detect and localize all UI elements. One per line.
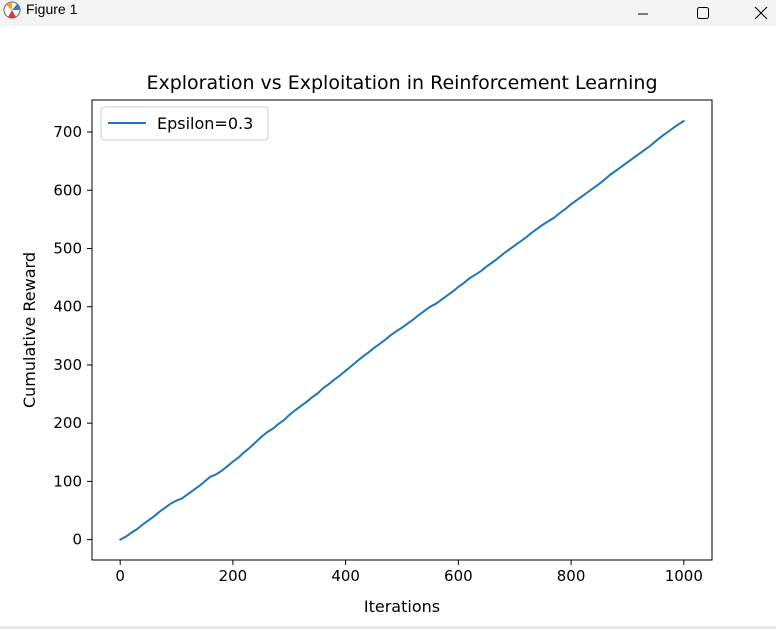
maximize-button[interactable] [680, 0, 726, 26]
y-tick-label: 400 [53, 298, 82, 316]
x-tick-label: 600 [444, 567, 473, 585]
y-tick-label: 300 [53, 356, 82, 374]
line-chart: Exploration vs Exploitation in Reinforce… [20, 72, 713, 616]
y-tick-label: 500 [53, 239, 82, 257]
legend: Epsilon=0.3 [100, 106, 269, 141]
series-layer [119, 120, 685, 541]
x-tick-label: 800 [557, 567, 586, 585]
series-line-0 [119, 120, 685, 541]
legend-label: Epsilon=0.3 [157, 114, 253, 133]
figure-canvas: Exploration vs Exploitation in Reinforce… [0, 26, 776, 626]
window-bottom-border [0, 626, 776, 629]
y-tick-label: 0 [72, 531, 82, 549]
x-tick-label: 1000 [665, 567, 703, 585]
chart-title: Exploration vs Exploitation in Reinforce… [146, 72, 657, 94]
x-tick-label: 0 [115, 567, 125, 585]
minimize-button[interactable] [620, 0, 666, 26]
minimize-icon [638, 13, 648, 15]
y-axis-label: Cumulative Reward [20, 252, 39, 408]
maximize-icon [697, 7, 709, 19]
y-tick-label: 700 [53, 123, 82, 141]
y-tick-label: 200 [53, 414, 82, 432]
axis-ticks: 0 200 400 600 800 1000 0 100 200 300 400 500 600 700 [53, 123, 703, 585]
legend-box [100, 106, 269, 141]
x-tick-label: 200 [219, 567, 248, 585]
y-tick-label: 100 [53, 472, 82, 490]
close-button[interactable] [738, 0, 776, 26]
y-tick-label: 600 [53, 181, 82, 199]
window-title: Figure 1 [26, 1, 78, 17]
plot-frame [91, 99, 713, 561]
matplotlib-figure-icon [3, 1, 21, 19]
close-icon [754, 6, 768, 20]
x-axis-label: Iterations [364, 597, 440, 616]
window-titlebar: Figure 1 [0, 0, 776, 26]
x-tick-label: 400 [331, 567, 360, 585]
